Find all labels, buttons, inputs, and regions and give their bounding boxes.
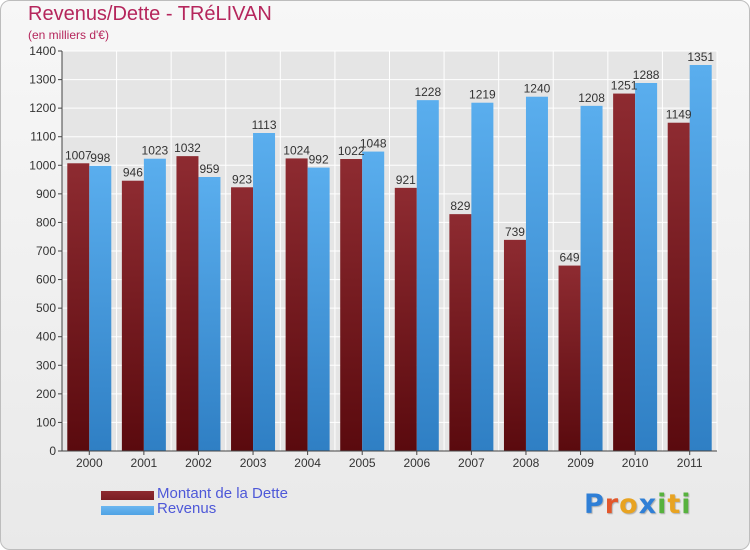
y-tick-label: 300	[36, 358, 56, 372]
x-tick-label: 2006	[403, 456, 430, 470]
logo-letter: P	[584, 489, 605, 520]
y-tick-label: 0	[49, 444, 56, 458]
data-label-dette-2010: 1251	[611, 79, 638, 93]
data-label-dette-2009: 649	[560, 251, 580, 265]
bar-dette-2008	[503, 239, 526, 451]
bar-revenus-2006	[416, 100, 439, 452]
data-label-dette-2000: 1007	[65, 148, 92, 162]
bar-revenus-2009	[580, 105, 603, 451]
bar-revenus-2010	[635, 83, 658, 451]
logo-letter: x	[638, 489, 658, 520]
y-tick-label: 1100	[30, 130, 56, 144]
data-label-revenus-2003: 1113	[252, 118, 277, 132]
data-label-dette-2006: 921	[396, 173, 416, 187]
bar-chart: 0 100 200 300 400 500 600 700 800 900 1000 1100 1200…	[29, 44, 718, 470]
x-tick-label: 2008	[513, 456, 540, 470]
y-tick-label: 800	[36, 215, 56, 229]
bar-dette-2000	[67, 163, 90, 452]
bar-dette-2010	[613, 93, 636, 452]
bar-revenus-2004	[307, 167, 330, 452]
logo-letter: i	[657, 489, 668, 520]
data-label-revenus-2005: 1048	[360, 137, 387, 151]
legend-label-revenus: Revenus	[157, 500, 217, 517]
bar-revenus-2008	[525, 96, 548, 451]
data-label-revenus-2001: 1023	[142, 144, 169, 158]
bar-dette-2003	[231, 187, 254, 452]
bar-dette-2004	[285, 158, 308, 451]
bar-dette-2001	[121, 180, 144, 451]
chart-subtitle: (en milliers d'€)	[28, 28, 109, 42]
x-tick-label: 2009	[567, 456, 594, 470]
bar-dette-2002	[176, 156, 199, 451]
bar-dette-2011	[667, 122, 690, 451]
y-tick-label: 600	[36, 273, 56, 287]
data-label-revenus-2006: 1228	[414, 85, 441, 99]
bar-dette-2006	[394, 187, 417, 451]
bar-revenus-2003	[253, 133, 276, 451]
y-tick-label: 100	[36, 415, 56, 429]
x-tick-label: 2001	[131, 456, 158, 470]
data-label-dette-2008: 739	[505, 225, 525, 239]
bar-revenus-2007	[471, 102, 494, 451]
bar-revenus-2000	[89, 165, 112, 451]
data-label-revenus-2010: 1288	[633, 68, 660, 82]
data-label-revenus-2008: 1240	[524, 82, 551, 96]
data-label-dette-2001: 946	[123, 166, 143, 180]
data-label-revenus-2011: 1351	[687, 50, 714, 64]
x-tick-label: 2004	[294, 456, 321, 470]
chart-title: Revenus/Dette - TRéLIVAN	[28, 3, 272, 25]
data-label-dette-2011: 1149	[666, 108, 692, 122]
x-tick-label: 2003	[240, 456, 267, 470]
data-label-dette-2004: 1024	[283, 143, 310, 157]
y-tick-label: 1400	[29, 44, 56, 58]
data-label-revenus-2009: 1208	[578, 91, 605, 105]
legend-swatch-dette	[101, 491, 154, 500]
x-tick-label: 2007	[458, 456, 485, 470]
logo-letter: o	[619, 489, 639, 520]
x-tick-label: 2000	[76, 456, 103, 470]
legend-swatch-revenus	[101, 506, 154, 515]
bar-revenus-2011	[689, 65, 712, 451]
y-tick-label: 700	[36, 244, 56, 258]
x-tick-label: 2011	[677, 456, 703, 470]
proxiti-logo: Proxiti	[584, 489, 692, 520]
y-tick-label: 900	[36, 187, 56, 201]
data-label-dette-2005: 1022	[338, 144, 365, 158]
data-label-dette-2002: 1032	[174, 141, 201, 155]
y-tick-label: 200	[36, 387, 56, 401]
bar-dette-2007	[449, 214, 472, 451]
y-tick-label: 400	[36, 330, 56, 344]
legend-label-dette: Montant de la Dette	[157, 485, 288, 502]
y-tick-label: 1300	[29, 73, 56, 87]
data-label-dette-2003: 923	[232, 172, 252, 186]
x-tick-label: 2002	[185, 456, 212, 470]
bar-revenus-2001	[143, 158, 166, 451]
y-tick-label: 1000	[29, 158, 56, 172]
data-label-dette-2007: 829	[450, 199, 470, 213]
y-tick-label: 1200	[29, 101, 56, 115]
logo-letter: i	[681, 489, 692, 520]
data-label-revenus-2004: 992	[309, 153, 329, 167]
bar-revenus-2002	[198, 177, 221, 451]
data-label-revenus-2000: 998	[90, 151, 110, 165]
logo-letter: r	[604, 489, 620, 520]
bar-dette-2005	[340, 159, 363, 451]
bar-revenus-2005	[362, 151, 385, 452]
x-tick-label: 2010	[622, 456, 649, 470]
logo-letter: t	[667, 489, 682, 520]
x-tick-label: 2005	[349, 456, 376, 470]
bar-dette-2009	[558, 265, 581, 451]
data-label-revenus-2007: 1219	[469, 88, 496, 102]
data-label-revenus-2002: 959	[199, 162, 219, 176]
y-tick-label: 500	[36, 301, 56, 315]
